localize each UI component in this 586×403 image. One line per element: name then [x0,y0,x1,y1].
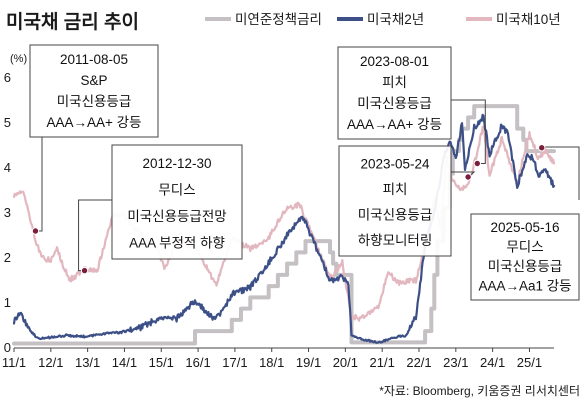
annotation-text: 피치 [382,75,407,90]
chart-title: 미국채 금리 추이 [6,11,139,33]
annotation-marker [538,144,546,152]
annotation-text: 피치 [383,182,408,197]
annotation-text: S&P [80,73,107,88]
annotation-marker [31,227,40,235]
annotation-box [337,46,452,140]
annotation-text: 2011-08-05 [60,52,128,67]
series-line-ust-10y [12,125,556,322]
x-tick-label: 17/1 [222,355,247,370]
annotation-box [111,144,243,260]
annotation-box [338,145,452,257]
x-axis: 11/1 12/1 13/1 14/1 15/1 16/1 17/1 18/1 19/1 20/1… [2,348,542,370]
annotation-text: 2025-05-16 [490,220,559,235]
y-tick-label: 6 [4,70,11,85]
x-tick-label: 24/1 [480,355,505,370]
x-tick-label: 18/1 [259,355,284,370]
annotation-text: 무디스 [158,183,195,198]
annotation-text: 무디스 [506,240,543,255]
y-tick-label: 5 [4,115,11,130]
legend-label: 미국채2년 [367,12,424,27]
series-line-fed-rate [12,104,556,346]
annotation-box [470,213,580,301]
annotation-text: 하향모니터링 [358,233,433,248]
annotation-marker [464,173,472,181]
x-tick-label: 22/1 [406,355,431,370]
annotation-marker [473,159,481,168]
annotation-text: AAA→AA+ 강등 [347,117,442,132]
annotation-text: AAA 부정적 하향 [129,236,225,251]
y-tick-label: 1 [4,295,11,310]
series-line-ust-2y [12,113,556,344]
x-tick-label: 20/1 [333,355,358,370]
annotation-text: 미국신용등급 [358,207,433,222]
legend-label: 미연준정책금리 [235,12,322,27]
annotation-marker [80,266,89,275]
y-axis: 0 1 2 3 4 5 6 [4,70,11,355]
x-tick-label: 13/1 [75,355,100,370]
annotation-text: 2012-12-30 [142,156,211,171]
annotation-text: AAA→Aa1 강등 [478,279,571,294]
legend-label: 미국채10년 [496,12,561,27]
y-tick-label: 2 [4,250,11,265]
x-tick-label: 15/1 [149,355,174,370]
annotation-text: 2023-08-01 [360,54,429,69]
x-tick-label: 21/1 [370,355,395,370]
y-tick-label: 4 [4,160,11,175]
annotation-leader [451,99,486,164]
annotation-text: AAA→AA+ 강등 [47,115,142,130]
y-tick-label: 0 [4,340,11,355]
annotation-text: 미국신용등급 [57,94,132,109]
annotation-leader [35,137,43,232]
x-tick-label: 11/1 [2,355,26,370]
y-unit-label: (%) [10,53,27,65]
annotation-text: 2023-05-24 [360,156,430,171]
annotation-text: 미국신용등급전망 [127,209,226,224]
y-tick-label: 3 [4,205,11,220]
x-tick-label: 23/1 [443,355,468,370]
annotation-box [29,44,159,138]
annotation-text: 미국신용등급 [488,259,563,274]
series-lines [12,104,556,346]
x-tick-label: 16/1 [185,355,210,370]
x-tick-label: 14/1 [112,355,137,370]
annotation-text: 미국신용등급 [357,96,432,111]
x-tick-label: 19/1 [296,355,321,370]
x-tick-label: 12/1 [38,355,63,370]
x-tick-label: 25/1 [517,355,542,370]
legend: 미연준정책금리 미국채2년 미국채10년 [205,12,561,27]
annotations: 2011-08-05 S&P 미국신용등급 AAA→AA+ 강등 2012-12-30 무… [29,44,580,301]
source-note: *자료: Bloomberg, 키움증권 리서치센터 [379,384,580,398]
